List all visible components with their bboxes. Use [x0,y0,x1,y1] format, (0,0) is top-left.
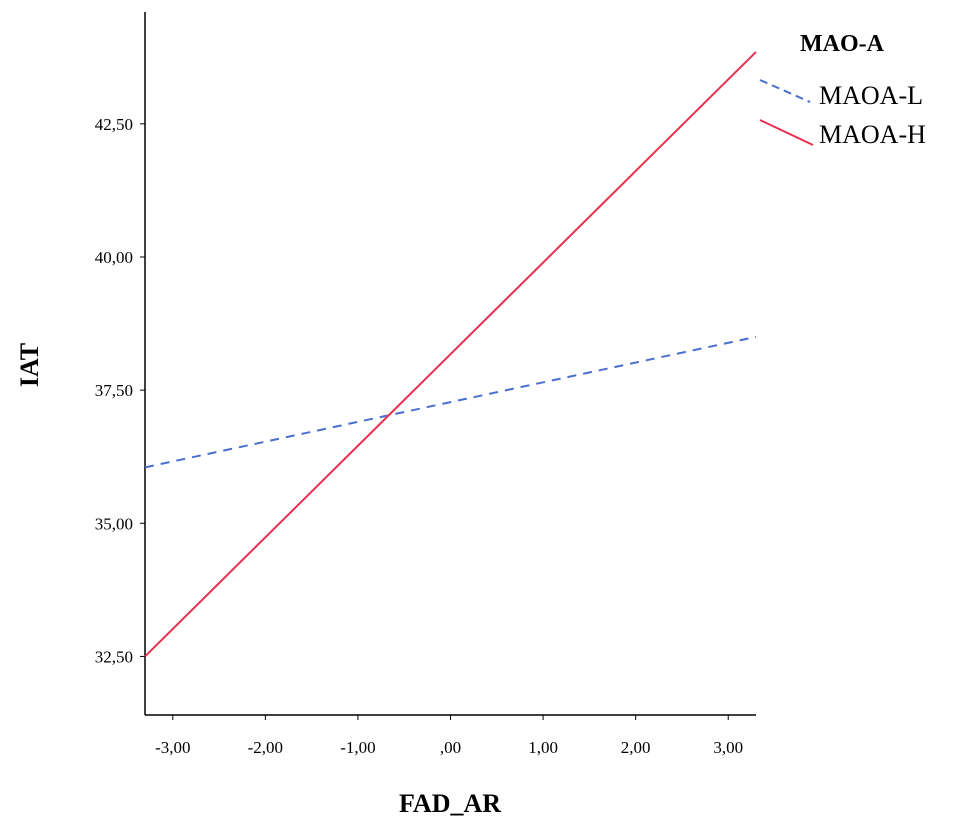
series-line-maoa-l [144,335,757,469]
x-ticks: -3,00 -2,00 -1,00 ,00 1,00 2,00 3,00 [155,715,743,757]
y-tick-label: 37,50 [95,381,133,400]
y-tick-label: 35,00 [95,514,133,533]
legend-label-maoa-l: MAOA-L [819,81,923,110]
legend-swatch-maoa-l [759,79,811,103]
x-axis-title: FAD_AR [399,789,501,818]
x-tick-label: 2,00 [621,738,651,757]
legend-title: MAO-A [800,31,885,57]
x-tick-label: -1,00 [340,738,375,757]
legend-items: MAOA-L MAOA-H [759,79,926,149]
y-axis-title: IAT [15,343,44,387]
series-line-maoa-h [144,51,757,658]
series-lines [144,51,757,658]
legend: MAO-A MAOA-L MAOA-H [759,31,926,149]
y-ticks: 32,50 35,00 37,50 40,00 42,50 [95,115,145,666]
y-tick-label: 32,50 [95,647,133,666]
legend-label-maoa-h: MAOA-H [819,120,926,149]
x-tick-label: 1,00 [528,738,558,757]
y-tick-label: 40,00 [95,248,133,267]
legend-swatch-maoa-h [759,119,814,146]
axes [144,12,756,716]
x-tick-label: ,00 [440,738,461,757]
x-tick-label: -2,00 [248,738,283,757]
y-tick-label: 42,50 [95,115,133,134]
x-tick-label: -3,00 [155,738,190,757]
x-tick-label: 3,00 [713,738,743,757]
